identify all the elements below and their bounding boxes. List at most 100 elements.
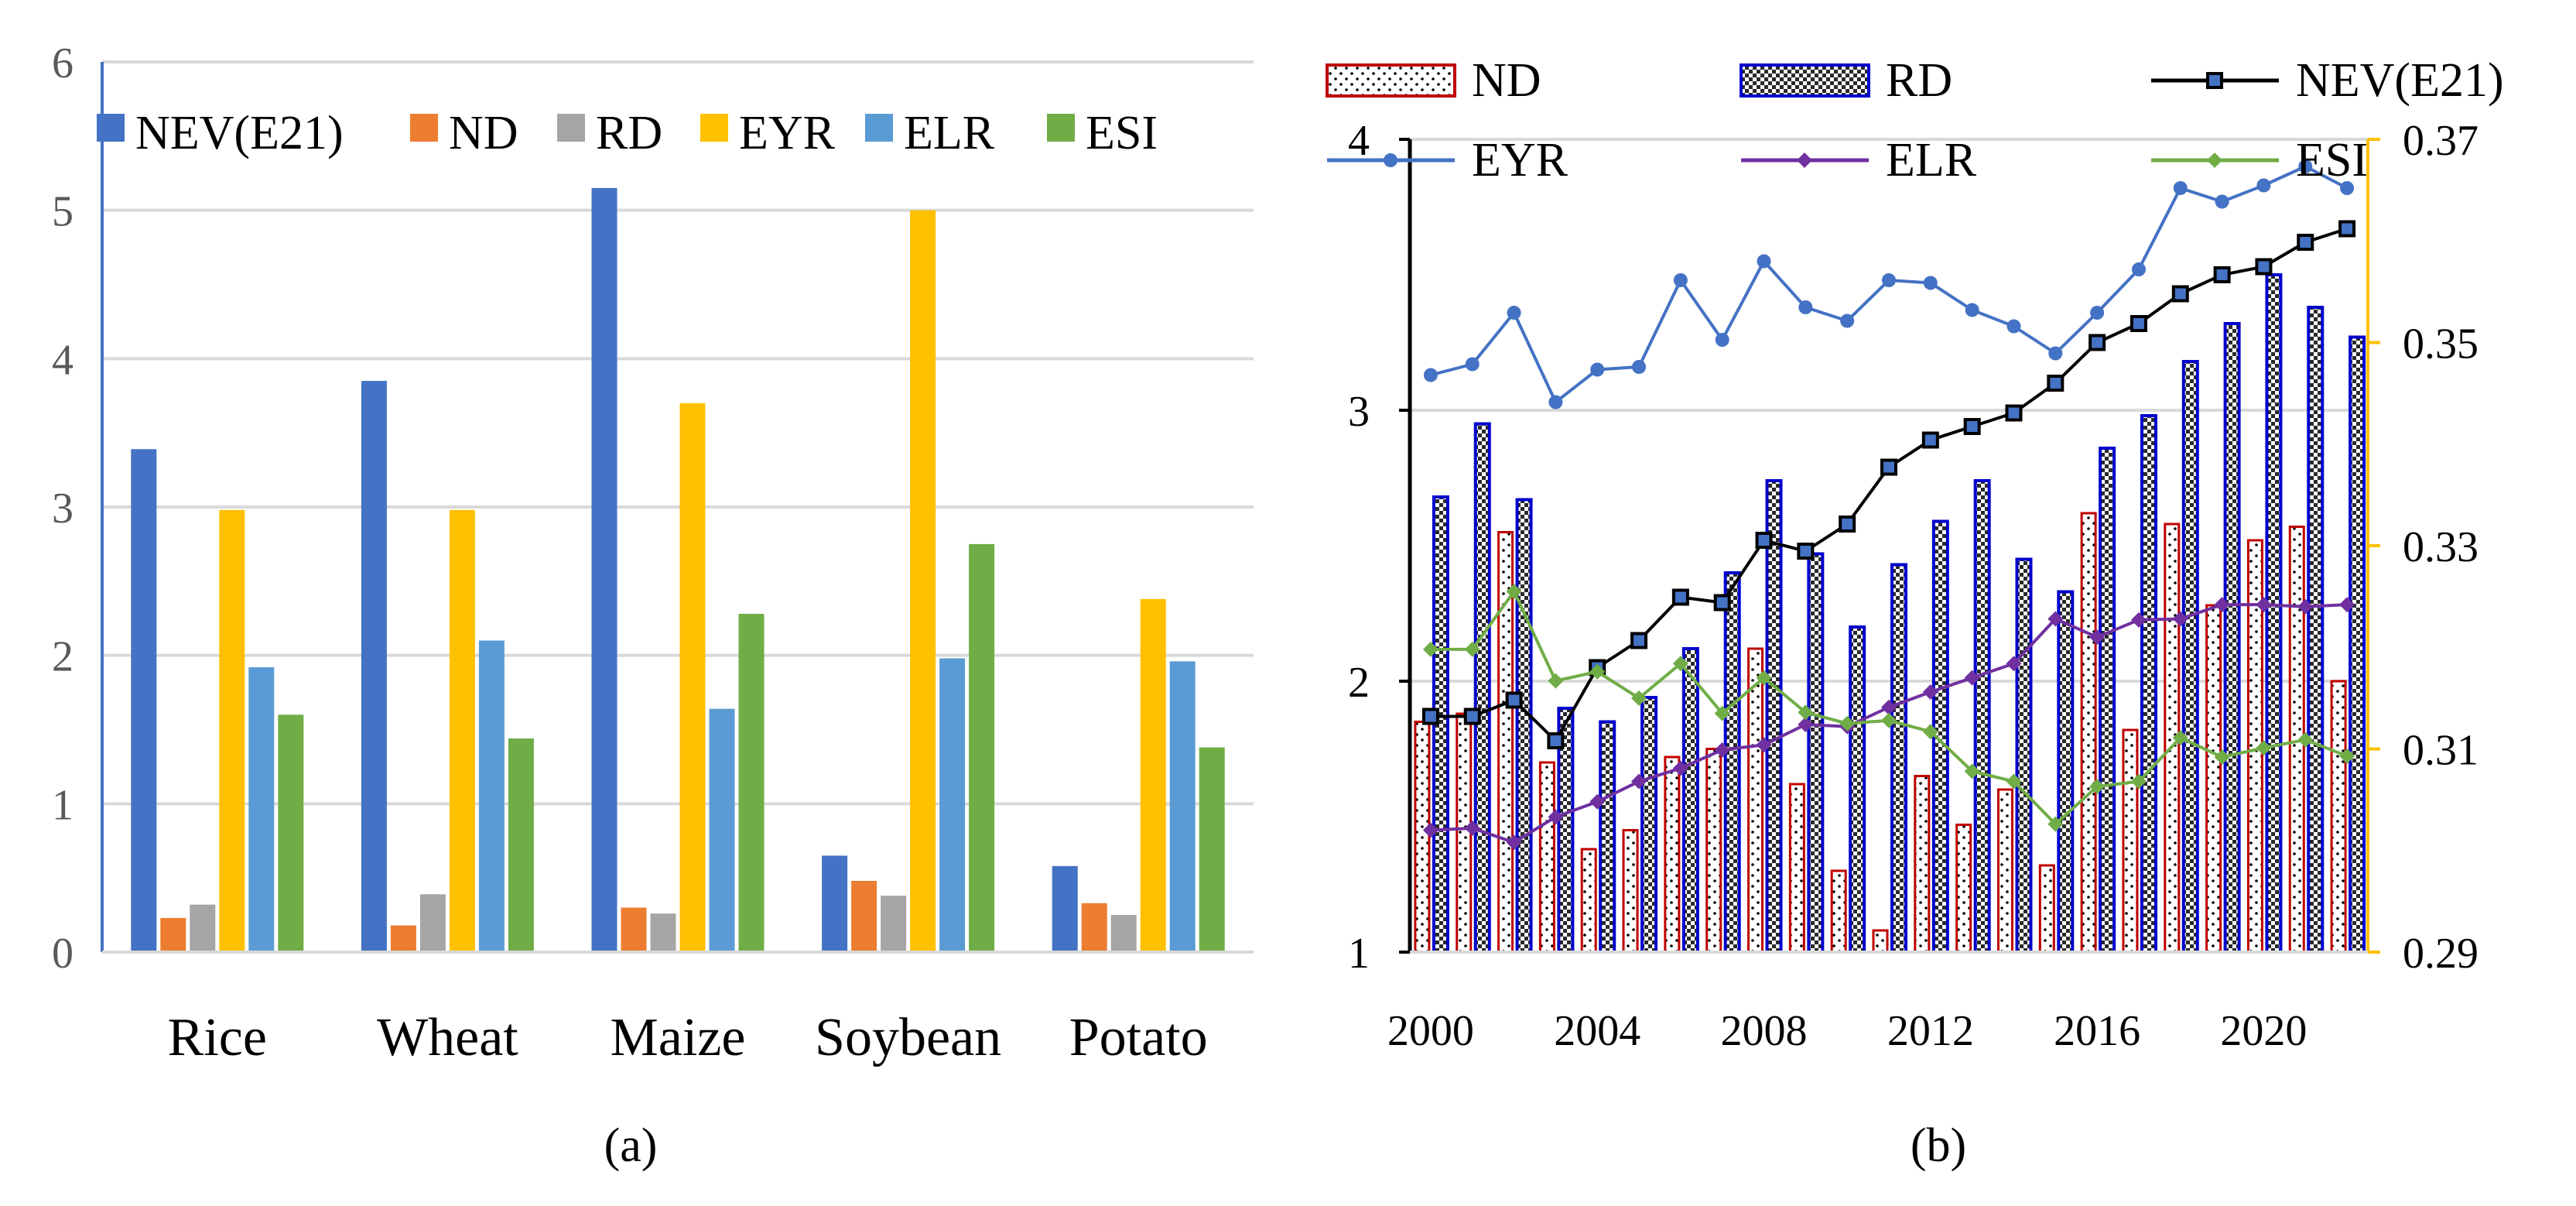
chart-a-y-tick-label: 1 [52,781,74,829]
chart-b-point [1755,532,1773,549]
chart-b-left-tick-label: 2 [1348,659,1370,707]
chart-b-point [1714,742,1730,758]
chart-b-point [1589,663,1606,680]
chart-b-x-tick-label: 2016 [2054,1007,2140,1055]
chart-a-bar [1052,865,1078,952]
chart-a-legend-swatch [557,114,585,142]
chart-b-point [1422,822,1439,838]
chart-b-point [1631,773,1647,790]
chart-b-point [2006,656,2022,672]
chart-b-point [1881,699,1897,715]
chart-b-point [1590,362,1605,377]
chart-b-x-tick-label: 2000 [1387,1007,1474,1055]
chart-b-point [1507,306,1521,320]
chart-b-point [1798,300,1813,314]
chart-a-bar [621,907,647,952]
chart-b-point [2006,773,2022,790]
chart-b-point [1963,418,1981,435]
chart-b-x-tick-label: 2004 [1554,1007,1640,1055]
chart-a-legend-swatch [410,114,438,142]
chart-a-legend: NEV(E21) ND RD EYR ELR ESI [97,107,1158,159]
chart-b-point [1464,820,1480,836]
chart-b-legend-label: RD [1886,54,1952,107]
chart-a-bar [1140,598,1166,952]
chart-b-rd-bar [1765,479,1783,954]
chart-b-rd-bar [2349,335,2366,954]
chart-b-nd-bar [1996,788,2013,954]
chart-b-nd-bar [2122,728,2139,954]
chart-a-bar [738,614,765,952]
chart-b-legend-label: ESI [2296,134,2368,187]
chart-b-rd-bar [2265,273,2283,954]
chart-b: 1 2 3 4 0.29 0.31 0.33 0.35 0.37 2000 2004 2008 2012… [1326,54,2504,1172]
chart-a-bar [248,667,275,952]
chart-b-rd-bar [1973,479,1991,954]
chart-b-nd-bar [1705,748,1722,954]
chart-b-point [1589,793,1606,810]
chart-b-point [2213,266,2231,283]
chart-b-point [1756,737,1772,753]
chart-b-rd-bar [1473,422,1491,954]
chart-b-rd-bar [2057,590,2075,954]
chart-a-category-label: Maize [611,1008,746,1067]
chart-a-axes [101,62,1254,954]
chart-b-point [1714,705,1730,721]
chart-b-point [1922,684,1938,700]
chart-b-x-tick-label: 2012 [1887,1007,1974,1055]
chart-a-bar [361,381,387,952]
chart-a-bar [1081,903,1107,952]
chart-a-legend-label: RD [596,107,662,159]
chart-b-point [1505,691,1523,709]
chart-a-legend-swatch [865,114,893,142]
chart-b-legend-label: EYR [1472,134,1569,187]
chart-a-bar [969,543,995,952]
chart-b-point [1464,641,1480,657]
chart-b-point [2256,597,2272,613]
chart-b-point [2047,375,2065,392]
chart-a-y-tick-label: 3 [52,485,74,533]
chart-b-point [2089,629,2106,646]
chart-b-point [2130,612,2147,628]
chart-b-point [2339,597,2355,613]
chart-b-point [2340,181,2355,195]
chart-b-point [1798,717,1814,732]
chart-b-point [2339,748,2355,764]
chart-b-nd-bar [1664,755,1681,954]
chart-a-legend-label: NEV(E21) [135,107,344,159]
chart-b-legend-swatch [1740,63,1870,98]
chart-a-legend-swatch [700,114,728,142]
chart-b-point [1671,588,1689,606]
chart-a: 0 1 2 3 4 5 6 Rice Wheat Maize Soybean Potato NEV(… [52,39,1254,1172]
chart-b-point [2006,319,2021,334]
chart-a-bar [822,855,848,952]
chart-a-bar [881,896,907,952]
chart-b-right-tick-label: 0.35 [2403,320,2479,368]
chart-b-nd-bar [1830,869,1847,954]
chart-b-point [2172,730,2188,746]
chart-b-point [1506,584,1522,600]
chart-b-rd-bar [2223,322,2241,954]
chart-b-point [2047,816,2064,832]
chart-b-legend-label: ELR [1886,134,1977,187]
chart-b-legend-marker [1797,152,1812,168]
chart-b-point [2172,611,2188,627]
chart-b-point [1422,641,1439,657]
chart-b-point [1713,594,1731,612]
chart-b-nd-bar [1747,647,1764,954]
chart-b-nd-bar [1872,929,1889,954]
chart-b-point [1547,732,1565,749]
chart-b-nd-bar [2205,604,2222,954]
chart-a-bar [508,738,534,952]
chart-b-right-tick-label: 0.33 [2403,523,2479,571]
chart-a-bar [591,187,617,952]
chart-b-point [2298,159,2313,173]
chart-b-point [2131,262,2146,276]
chart-a-bar [278,714,304,952]
chart-b-point [1630,632,1648,649]
chart-a-bar [449,509,475,952]
chart-b-rd-bar [1640,696,1658,954]
chart-b-point [1880,458,1897,476]
chart-b-point [1923,276,1938,290]
chart-a-bar [1110,915,1137,952]
chart-b-rd-bar [2181,360,2199,954]
